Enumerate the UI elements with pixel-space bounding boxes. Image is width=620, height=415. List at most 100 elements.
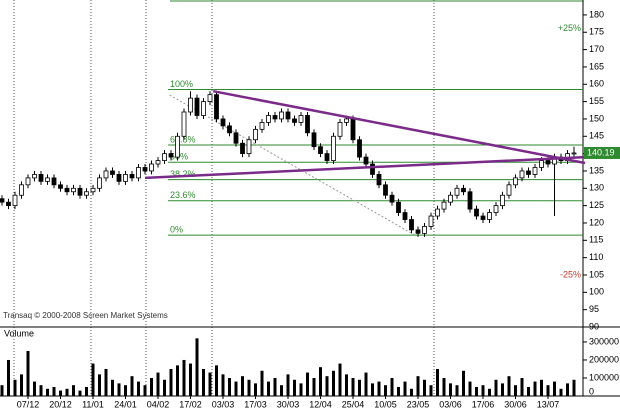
candle-body	[402, 212, 408, 220]
candle-body	[155, 160, 161, 165]
volume-bar	[65, 388, 69, 396]
candle-body	[214, 94, 219, 120]
candle-body	[428, 215, 434, 227]
y-tick-label: 95	[589, 304, 599, 314]
candle-body	[461, 187, 466, 193]
candle-body	[370, 163, 375, 175]
candle-body	[64, 187, 70, 193]
x-tick-label: 24/01	[114, 399, 137, 409]
volume-bar	[221, 374, 225, 396]
y-tick-label: 170	[589, 44, 604, 54]
volume-bar	[13, 379, 17, 396]
volume-bar	[540, 379, 543, 396]
candle-body	[142, 167, 148, 172]
volume-bar	[182, 359, 186, 396]
volume-bar	[559, 388, 563, 396]
candle-body	[168, 153, 174, 158]
candle-body	[292, 118, 297, 123]
x-tick-label: 07/12	[17, 399, 40, 409]
volume-bar	[202, 368, 205, 396]
candle-body	[350, 118, 356, 141]
candle-body	[318, 146, 323, 155]
x-tick-label: 04/02	[147, 399, 170, 409]
candle-body	[532, 167, 538, 175]
volume-bar	[254, 383, 257, 396]
y-tick-label: 115	[589, 235, 603, 245]
volume-bar	[104, 368, 108, 396]
candle-body	[376, 174, 382, 186]
x-tick-label: 30/06	[504, 399, 527, 409]
volume-bar	[247, 379, 251, 396]
volume-bar	[507, 376, 511, 396]
candle-body	[12, 194, 18, 207]
candle-body	[207, 94, 213, 103]
volume-bar	[117, 383, 121, 396]
y-tick-label: 180	[589, 9, 604, 19]
volume-bar	[46, 388, 49, 396]
volume-bar	[228, 377, 231, 396]
volume-bar	[150, 377, 153, 396]
y-tick-label: 155	[589, 96, 604, 106]
volume-bar	[546, 385, 550, 396]
candle-body	[357, 139, 362, 158]
y-tick-label: 145	[589, 131, 604, 141]
candle-body	[396, 201, 401, 213]
volume-bar	[572, 379, 576, 396]
candle-body	[25, 177, 31, 186]
x-tick-label: 30/03	[277, 399, 300, 409]
volume-bar	[78, 390, 82, 396]
volume-bar	[345, 374, 348, 396]
volume-bar	[85, 386, 88, 396]
last-price-box	[584, 146, 620, 159]
candle-body	[246, 139, 252, 155]
volume-bar	[397, 386, 400, 396]
volume-bar	[338, 363, 342, 396]
volume-bar	[39, 385, 43, 396]
volume-bar	[124, 385, 127, 396]
volume-bar	[332, 370, 335, 396]
volume-bar	[20, 374, 23, 396]
x-tick-label: 25/04	[342, 399, 365, 409]
candle-body	[409, 219, 414, 231]
volume-bar	[358, 379, 361, 396]
y-tick-label: 90	[589, 321, 599, 331]
candle-body	[285, 111, 291, 120]
last-price: 140.19	[587, 147, 615, 157]
candle-body	[487, 212, 492, 220]
volume-bar	[208, 372, 212, 396]
candle-body	[0, 198, 5, 203]
watermark: Transaq © 2000-2008 Screen Market System…	[3, 311, 168, 320]
candle-body	[422, 226, 427, 234]
volume-bar	[293, 379, 296, 396]
x-tick-label: 17/06	[472, 399, 495, 409]
y-tick-label: 150	[589, 113, 604, 123]
volume-bar	[416, 376, 420, 396]
volume-bar	[280, 385, 283, 396]
candle-body	[448, 194, 453, 203]
x-tick-label: 03/03	[212, 399, 235, 409]
volume-bar	[351, 377, 355, 396]
x-tick-label: 11/01	[82, 399, 104, 409]
candle-body	[480, 215, 486, 220]
y-tick-label: 125	[589, 200, 604, 210]
candle-body	[324, 153, 330, 161]
candle-body	[383, 184, 388, 196]
candle-body	[337, 122, 343, 137]
volume-bar	[436, 368, 439, 396]
fib-label: 23.6%	[170, 190, 196, 200]
volume-bar	[234, 381, 238, 396]
candle-body	[194, 97, 200, 116]
volume-bar	[442, 377, 446, 396]
candle-body	[103, 170, 109, 179]
v-tick-label: 300000	[589, 336, 619, 346]
annotation: +25%	[558, 23, 581, 33]
volume-bar	[501, 383, 504, 396]
candle-body	[363, 156, 369, 165]
candle-body	[97, 177, 102, 189]
candle-body	[38, 174, 44, 182]
volume-bar	[306, 372, 309, 396]
volume-bar	[299, 383, 303, 396]
volume-bar	[98, 374, 101, 396]
candle-body	[19, 184, 24, 196]
